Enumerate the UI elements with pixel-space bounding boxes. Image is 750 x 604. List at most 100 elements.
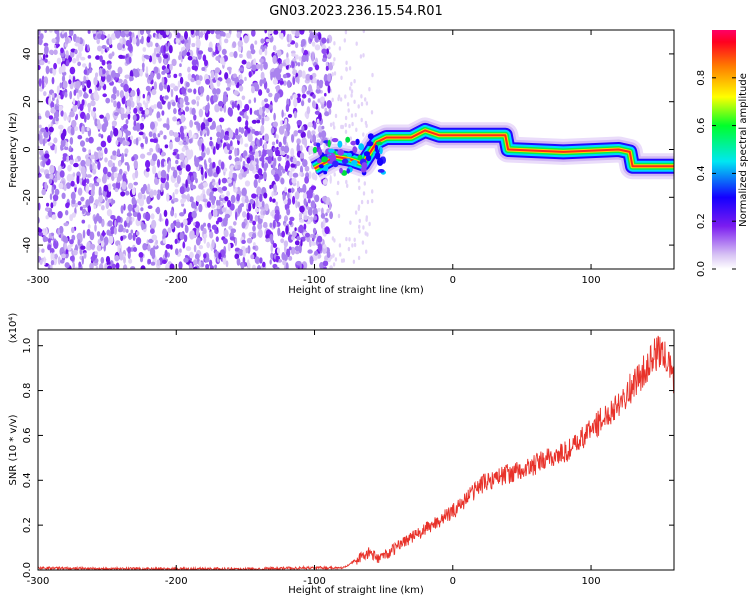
noise-speckle [133,119,137,128]
noise-speckle [301,100,305,107]
noise-speckle [137,30,141,38]
spectrogram-x-tick-label: -100 [303,275,326,286]
noise-speckle [244,76,247,82]
noise-speckle [60,132,66,141]
ridge-blob [324,164,329,172]
ridge-blob [379,146,383,155]
noise-speckle [98,67,103,77]
noise-speckle [207,117,213,123]
noise-speckle [239,155,243,162]
noise-speckle [197,122,201,132]
noise-speckle [236,186,241,193]
noise-speckle [77,135,83,140]
noise-speckle [362,30,365,34]
noise-speckle [44,153,50,159]
noise-speckle [184,157,188,166]
noise-speckle [237,103,240,111]
noise-speckle [290,95,293,100]
noise-speckle [156,72,161,80]
noise-speckle [310,200,316,209]
noise-speckle [48,178,53,184]
noise-speckle [320,96,325,103]
noise-speckle [127,232,133,240]
noise-speckle [239,73,243,82]
noise-speckle [226,66,232,71]
noise-speckle [96,231,101,237]
noise-speckle [38,202,41,211]
noise-speckle [69,110,75,118]
noise-speckle [299,145,303,152]
noise-speckle [219,107,223,112]
noise-speckle [144,136,148,145]
noise-speckle [81,219,86,224]
noise-speckle [179,152,185,161]
noise-speckle [151,219,157,229]
noise-speckle [285,262,289,269]
noise-speckle [210,203,216,209]
noise-speckle [56,85,60,94]
ridge-blob [337,149,345,156]
noise-speckle [276,247,281,254]
noise-speckle [131,217,135,222]
noise-speckle [87,30,91,34]
noise-speckle [193,114,197,121]
noise-speckle [285,57,290,66]
noise-speckle [137,212,142,222]
noise-speckle [88,195,94,204]
noise-speckle [344,122,347,128]
ridge-blob [345,136,351,143]
noise-speckle [272,78,278,85]
noise-speckle [321,104,325,109]
noise-speckle [97,45,102,52]
noise-speckle [284,118,288,125]
noise-speckle [160,151,166,157]
noise-speckle [354,112,357,118]
noise-speckle [147,244,151,252]
noise-speckle [69,145,72,152]
noise-speckle [149,190,154,199]
noise-speckle [286,52,289,59]
noise-speckle [221,207,227,213]
noise-speckle [107,198,112,203]
noise-speckle [164,144,169,149]
noise-speckle [155,239,159,245]
snr-panel: -300 -200 -100 0 100 0.0 0.2 0.4 0.6 0.8 1.0 Heig… [8,313,675,596]
ridge-blob [341,158,349,165]
ridge-blob [352,146,358,154]
noise-speckle [261,116,265,126]
noise-speckle [244,180,251,187]
noise-speckle [295,200,298,209]
noise-speckle [227,200,232,208]
noise-speckle [97,161,101,170]
noise-speckle [164,249,168,259]
noise-speckle [107,159,113,168]
noise-speckle [89,163,93,171]
noise-speckle [277,227,281,237]
noise-speckle [41,80,45,90]
noise-speckle [317,125,323,134]
noise-speckle [38,36,43,46]
noise-speckle [44,45,49,55]
noise-speckle [252,225,256,232]
noise-speckle [321,48,327,55]
noise-speckle [247,133,253,143]
spectrogram-x-tick-label: 0 [450,275,456,286]
noise-speckle [45,227,48,236]
noise-speckle [212,88,217,95]
ridge-blob [328,148,335,153]
noise-speckle [305,232,310,238]
noise-speckle [269,196,273,203]
noise-speckle [45,54,49,58]
noise-speckle [106,260,111,266]
noise-speckle [227,242,231,252]
noise-speckle [173,30,176,34]
noise-speckle [159,94,163,101]
noise-speckle [282,80,287,86]
noise-speckle [93,90,99,100]
noise-speckle [187,88,193,93]
noise-speckle [130,229,134,234]
noise-speckle [180,198,185,205]
noise-speckle [207,47,213,53]
noise-speckle [80,245,86,250]
noise-speckle [48,115,54,120]
